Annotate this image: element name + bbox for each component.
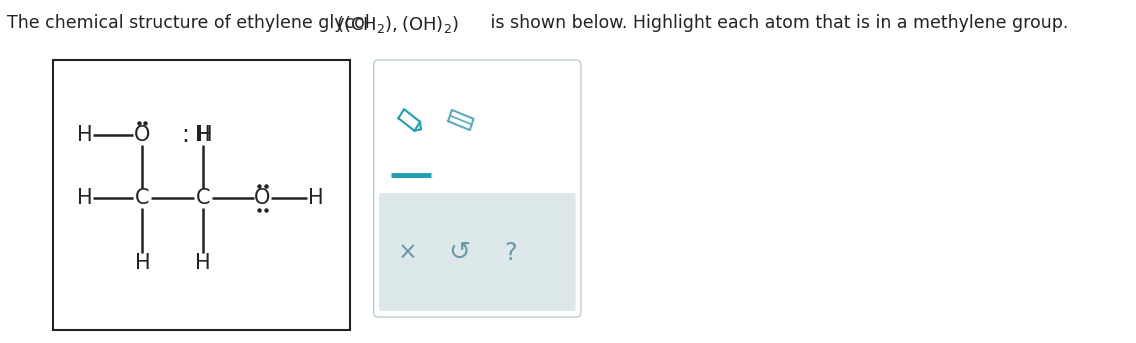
Text: H: H [195, 125, 210, 145]
Text: ×: × [398, 241, 417, 265]
Text: is shown below. Highlight each atom that is in a methylene group.: is shown below. Highlight each atom that… [485, 14, 1068, 32]
Text: H: H [197, 125, 212, 145]
Text: H: H [195, 253, 210, 273]
Text: C: C [135, 188, 150, 208]
Text: O: O [254, 188, 270, 208]
Text: H: H [77, 125, 92, 145]
Bar [53, 60, 350, 330]
Text: C: C [195, 188, 210, 208]
FancyBboxPatch shape [374, 60, 580, 317]
Text: H: H [308, 188, 324, 208]
Text: ↺: ↺ [448, 240, 470, 266]
FancyBboxPatch shape [379, 193, 576, 311]
Text: The chemical structure of ethylene glycol: The chemical structure of ethylene glyco… [7, 14, 375, 32]
Text: H: H [134, 253, 150, 273]
Text: :: : [181, 123, 189, 147]
Text: ?: ? [504, 241, 517, 265]
Text: H: H [77, 188, 92, 208]
Text: $\mathregular{((CH_2),(OH)_2)}$: $\mathregular{((CH_2),(OH)_2)}$ [336, 14, 459, 35]
Text: O: O [134, 125, 151, 145]
